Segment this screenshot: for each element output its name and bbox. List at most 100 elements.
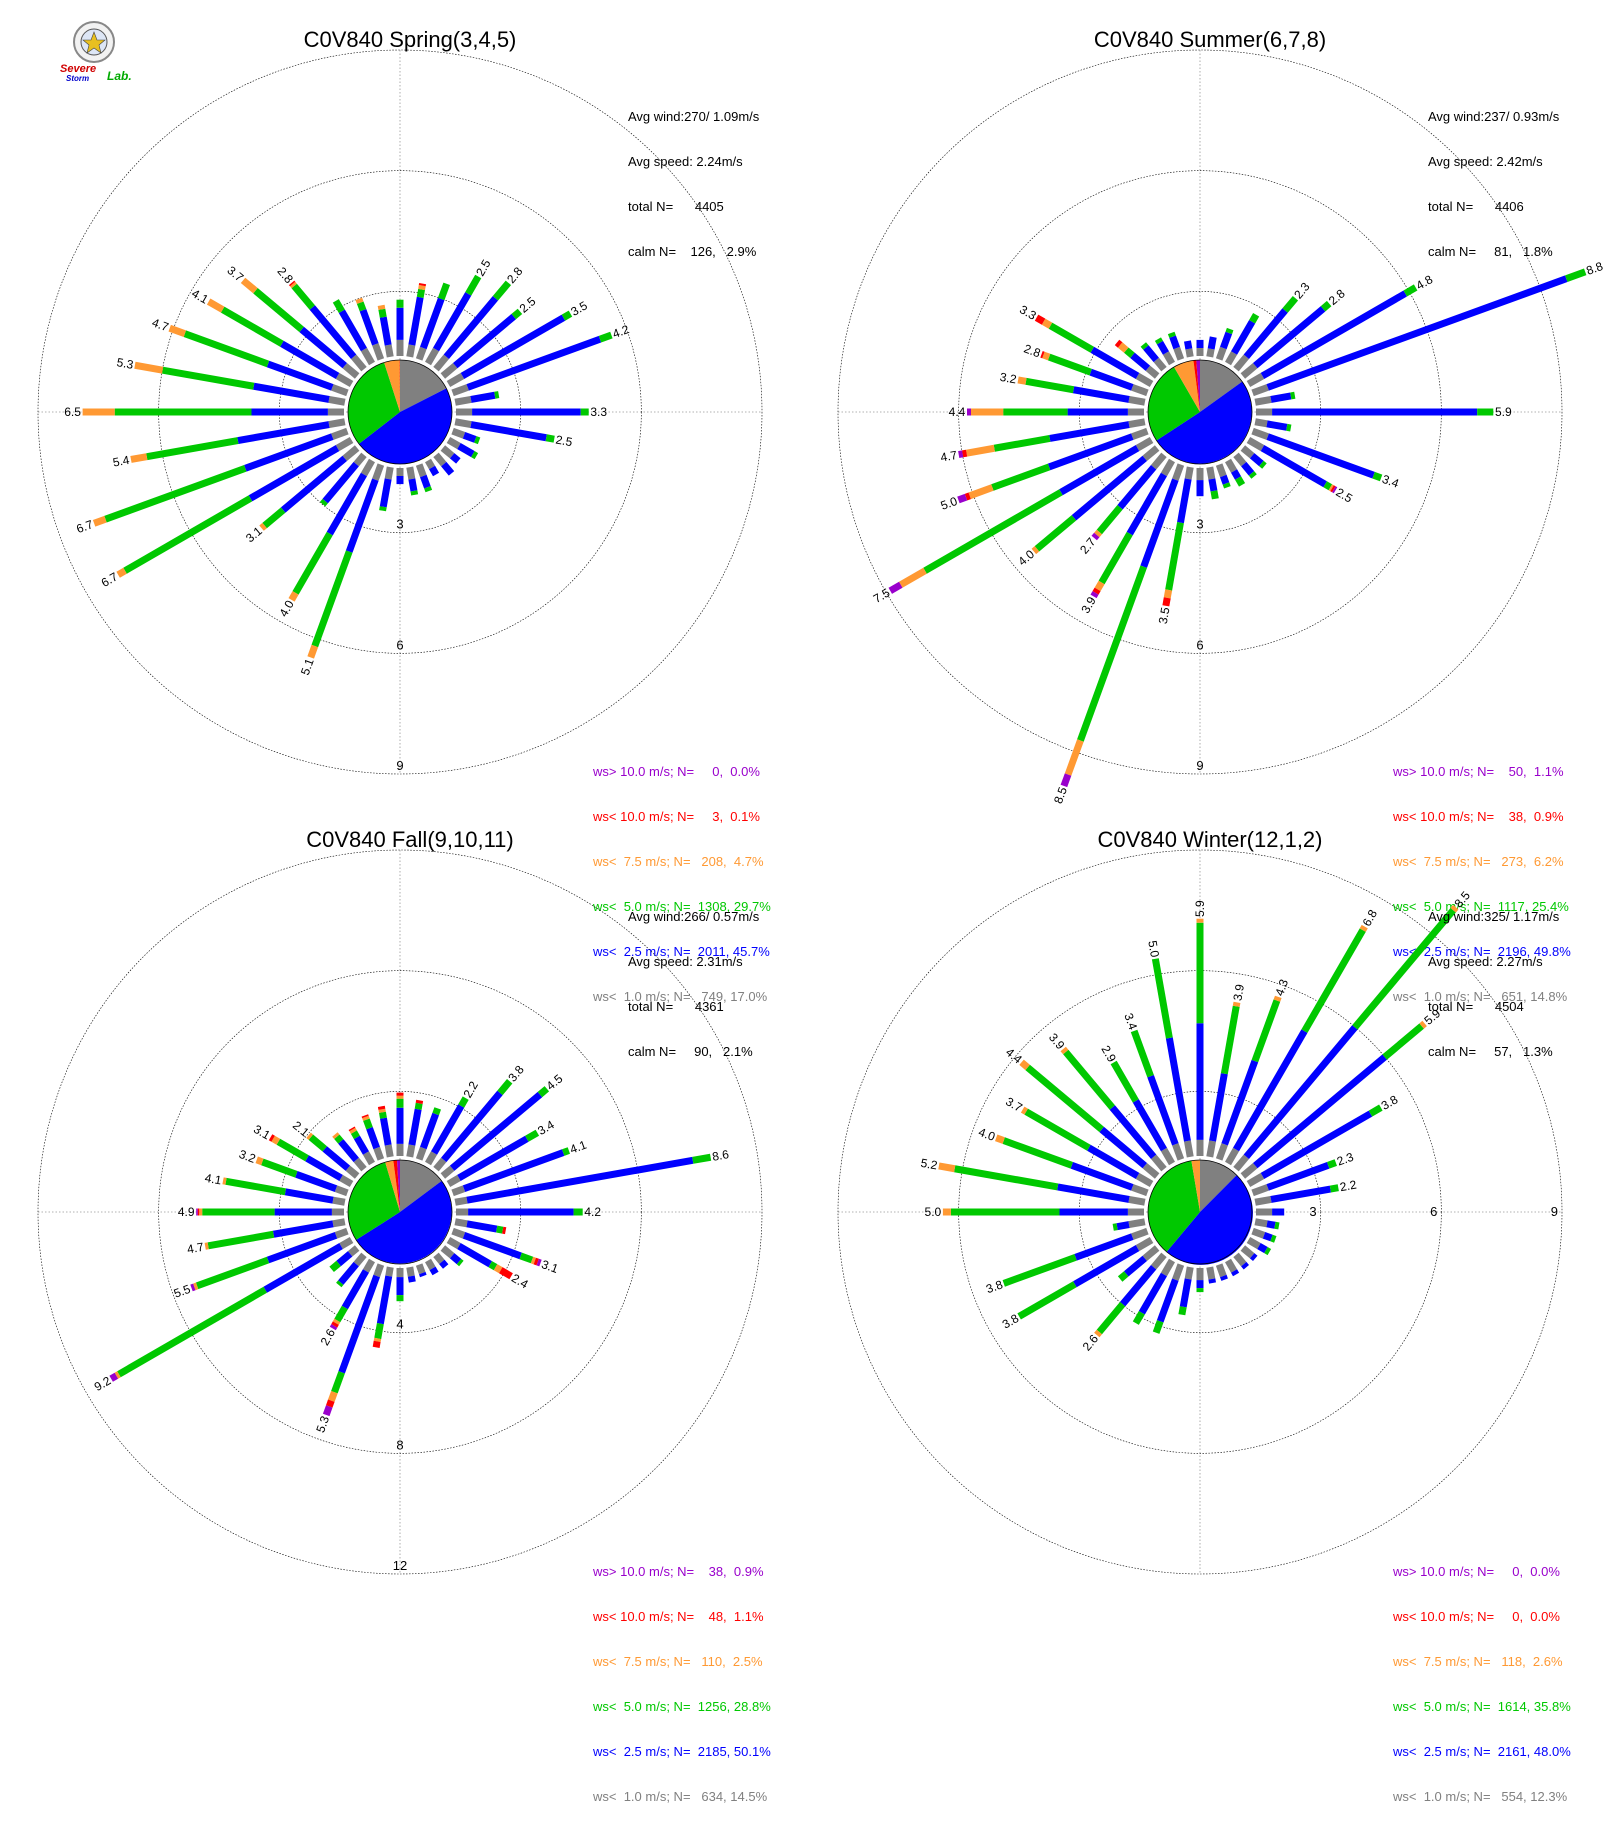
ring-label: 3 bbox=[396, 517, 403, 532]
ring-label: 3 bbox=[1196, 517, 1203, 532]
bar-segment bbox=[451, 428, 465, 439]
bar-segment bbox=[943, 1209, 951, 1216]
bar-segment bbox=[1173, 347, 1184, 361]
bar-total-label: 5.9 bbox=[1495, 405, 1512, 419]
bar-total-label: 2.5 bbox=[555, 433, 574, 450]
bar-total-label: 5.5 bbox=[172, 1282, 193, 1301]
bar-segment bbox=[1255, 1196, 1272, 1206]
bar-total-label: 2.3 bbox=[1335, 1150, 1356, 1169]
bar-segment bbox=[379, 1112, 387, 1119]
bar-segment bbox=[1255, 418, 1268, 427]
legend-item: ws< 2.5 m/s; N= 2185, 50.1% bbox=[593, 1744, 771, 1759]
bar-segment bbox=[1128, 1209, 1144, 1216]
bar-segment bbox=[1220, 332, 1232, 350]
bar-segment bbox=[1131, 1030, 1154, 1078]
bar-segment bbox=[899, 568, 927, 588]
bar-segment bbox=[420, 475, 431, 489]
bar-segment bbox=[546, 434, 555, 442]
bar-segment bbox=[397, 340, 404, 356]
bar-segment bbox=[1185, 348, 1193, 357]
stats-calm: calm N= 81, 1.8% bbox=[1428, 244, 1559, 259]
bar-segment bbox=[468, 1209, 573, 1216]
bar-segment bbox=[146, 437, 238, 460]
legend-item: ws< 2.5 m/s; N= 2161, 48.0% bbox=[1393, 1744, 1571, 1759]
bar-segment bbox=[1178, 1306, 1186, 1315]
bar-total-label: 2.2 bbox=[1339, 1178, 1358, 1195]
bar-segment bbox=[1017, 1281, 1076, 1319]
bar-total-label: 5.9 bbox=[1193, 900, 1207, 917]
bar-segment bbox=[994, 435, 1051, 452]
bar-segment bbox=[310, 305, 357, 359]
stats-calm: calm N= 57, 1.3% bbox=[1428, 1044, 1559, 1059]
bar-total-label: 5.0 bbox=[939, 494, 960, 513]
bar-total-label: 4.7 bbox=[150, 315, 171, 334]
bar-segment bbox=[373, 1147, 384, 1161]
bar-segment bbox=[207, 299, 225, 313]
bar-segment bbox=[406, 467, 415, 480]
bar-segment bbox=[275, 1209, 332, 1216]
bar-segment bbox=[385, 1267, 393, 1277]
bar-segment bbox=[331, 1371, 345, 1393]
bar-total-label: 5.0 bbox=[925, 1205, 942, 1219]
bar-segment bbox=[1164, 589, 1172, 598]
bar-segment bbox=[385, 1144, 394, 1157]
bar-segment bbox=[1048, 354, 1092, 376]
bar-segment bbox=[1301, 928, 1365, 1033]
bar-segment bbox=[335, 1228, 349, 1239]
bar-total-label: 5.0 bbox=[1145, 939, 1162, 958]
bar-segment bbox=[397, 1093, 404, 1096]
ring-label: 9 bbox=[1551, 1204, 1558, 1219]
stats-block: Avg wind:325/ 1.17m/s Avg speed: 2.27m/s… bbox=[1428, 879, 1559, 1089]
bar-total-label: 4.0 bbox=[977, 1125, 998, 1144]
bar-segment bbox=[397, 1295, 404, 1301]
bar-segment bbox=[1128, 1196, 1145, 1206]
bar-segment bbox=[1251, 1228, 1265, 1239]
bar-segment bbox=[372, 463, 384, 481]
bar-segment bbox=[199, 1209, 202, 1216]
bar-segment bbox=[1025, 1065, 1104, 1132]
bar-segment bbox=[466, 1157, 693, 1204]
bar-segment bbox=[438, 283, 450, 301]
stats-total: total N= 4406 bbox=[1428, 199, 1559, 214]
bar-segment bbox=[455, 396, 472, 406]
bar-segment bbox=[457, 443, 474, 457]
bar-segment bbox=[463, 432, 477, 443]
legend-item: ws< 5.0 m/s; N= 1256, 28.8% bbox=[593, 1699, 771, 1714]
bar-segment bbox=[415, 1103, 423, 1110]
bar-segment bbox=[417, 289, 425, 298]
bar-segment bbox=[456, 1209, 468, 1216]
bar-segment bbox=[360, 309, 379, 346]
stats-avg-wind: Avg wind:237/ 0.93m/s bbox=[1428, 109, 1559, 124]
bar-segment bbox=[397, 1099, 404, 1108]
bar-segment bbox=[134, 362, 163, 374]
bar-segment bbox=[1153, 1320, 1164, 1334]
bar-segment bbox=[1272, 409, 1477, 416]
bar-total-label: 5.3 bbox=[313, 1414, 332, 1435]
bar-segment bbox=[130, 453, 147, 463]
bar-segment bbox=[1206, 1140, 1216, 1157]
bar-total-label: 3.2 bbox=[237, 1147, 258, 1166]
bar-segment bbox=[1097, 505, 1123, 534]
legend-item: ws< 7.5 m/s; N= 110, 2.5% bbox=[593, 1654, 771, 1669]
bar-segment bbox=[1065, 739, 1084, 776]
bar-segment bbox=[416, 463, 427, 477]
bar-segment bbox=[1209, 1073, 1228, 1142]
bar-total-label: 3.8 bbox=[984, 1277, 1005, 1296]
ring-label: 4 bbox=[396, 1317, 403, 1332]
bar-total-label: 3.3 bbox=[590, 405, 607, 419]
bar-segment bbox=[969, 484, 994, 499]
bar-segment bbox=[198, 1209, 200, 1216]
bar-segment bbox=[466, 1220, 497, 1232]
bar-segment bbox=[1073, 386, 1130, 403]
bar-segment bbox=[406, 1144, 415, 1157]
bar-segment bbox=[184, 330, 270, 367]
bar-total-label: 4.1 bbox=[204, 1171, 223, 1188]
bar-segment bbox=[1131, 1184, 1149, 1196]
bar-total-label: 4.7 bbox=[939, 448, 958, 465]
bar-segment bbox=[1128, 396, 1145, 406]
bar-segment bbox=[496, 1226, 503, 1234]
bar-segment bbox=[1216, 463, 1227, 477]
bar-segment bbox=[1111, 1061, 1139, 1103]
